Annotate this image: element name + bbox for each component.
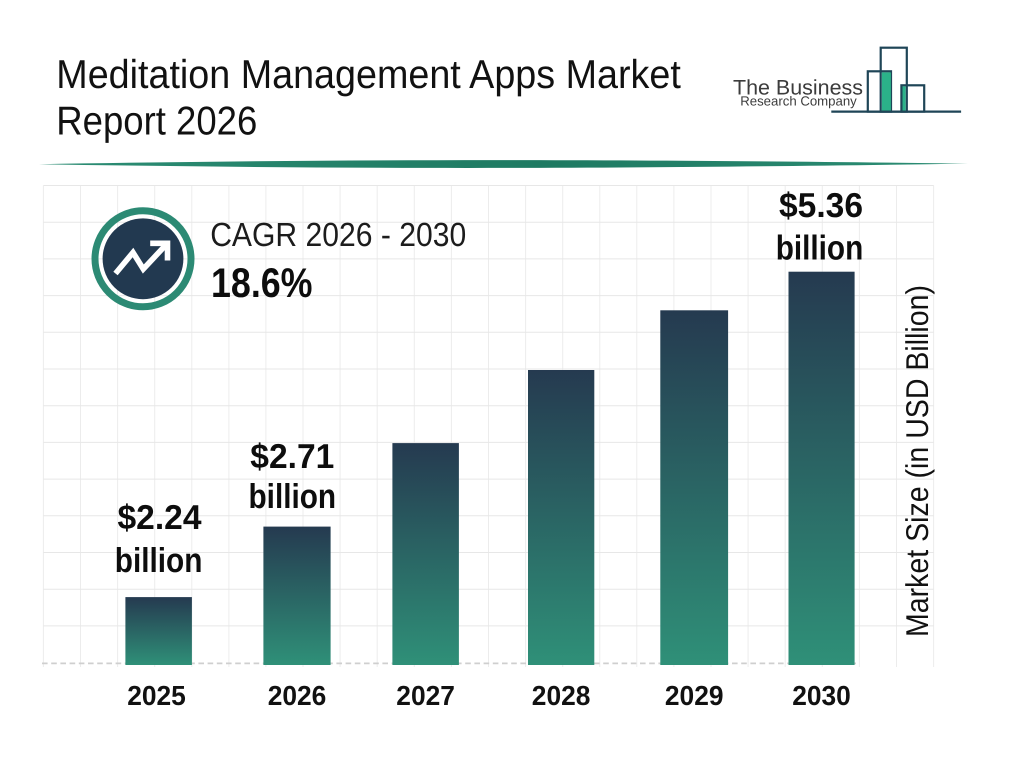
- svg-text:The Business: The Business: [733, 76, 863, 99]
- svg-text:billion: billion: [776, 230, 864, 268]
- svg-text:$2.71: $2.71: [250, 438, 334, 476]
- svg-text:2027: 2027: [396, 680, 455, 711]
- svg-text:Research Company: Research Company: [740, 94, 857, 109]
- svg-text:Market Size (in USD Billion): Market Size (in USD Billion): [899, 285, 935, 637]
- svg-text:$2.24: $2.24: [118, 499, 202, 537]
- svg-text:2026: 2026: [268, 680, 327, 711]
- svg-text:Meditation Management Apps Mar: Meditation Management Apps Market: [56, 52, 681, 97]
- svg-text:$5.36: $5.36: [779, 187, 863, 225]
- svg-text:billion: billion: [249, 478, 337, 516]
- svg-text:2025: 2025: [127, 680, 186, 711]
- svg-text:Report 2026: Report 2026: [56, 98, 257, 143]
- svg-text:CAGR 2026 - 2030: CAGR 2026 - 2030: [210, 217, 466, 254]
- svg-text:2030: 2030: [792, 680, 851, 711]
- svg-text:2028: 2028: [532, 680, 591, 711]
- svg-text:billion: billion: [115, 542, 203, 580]
- svg-text:2029: 2029: [665, 680, 724, 711]
- svg-text:18.6%: 18.6%: [211, 259, 313, 306]
